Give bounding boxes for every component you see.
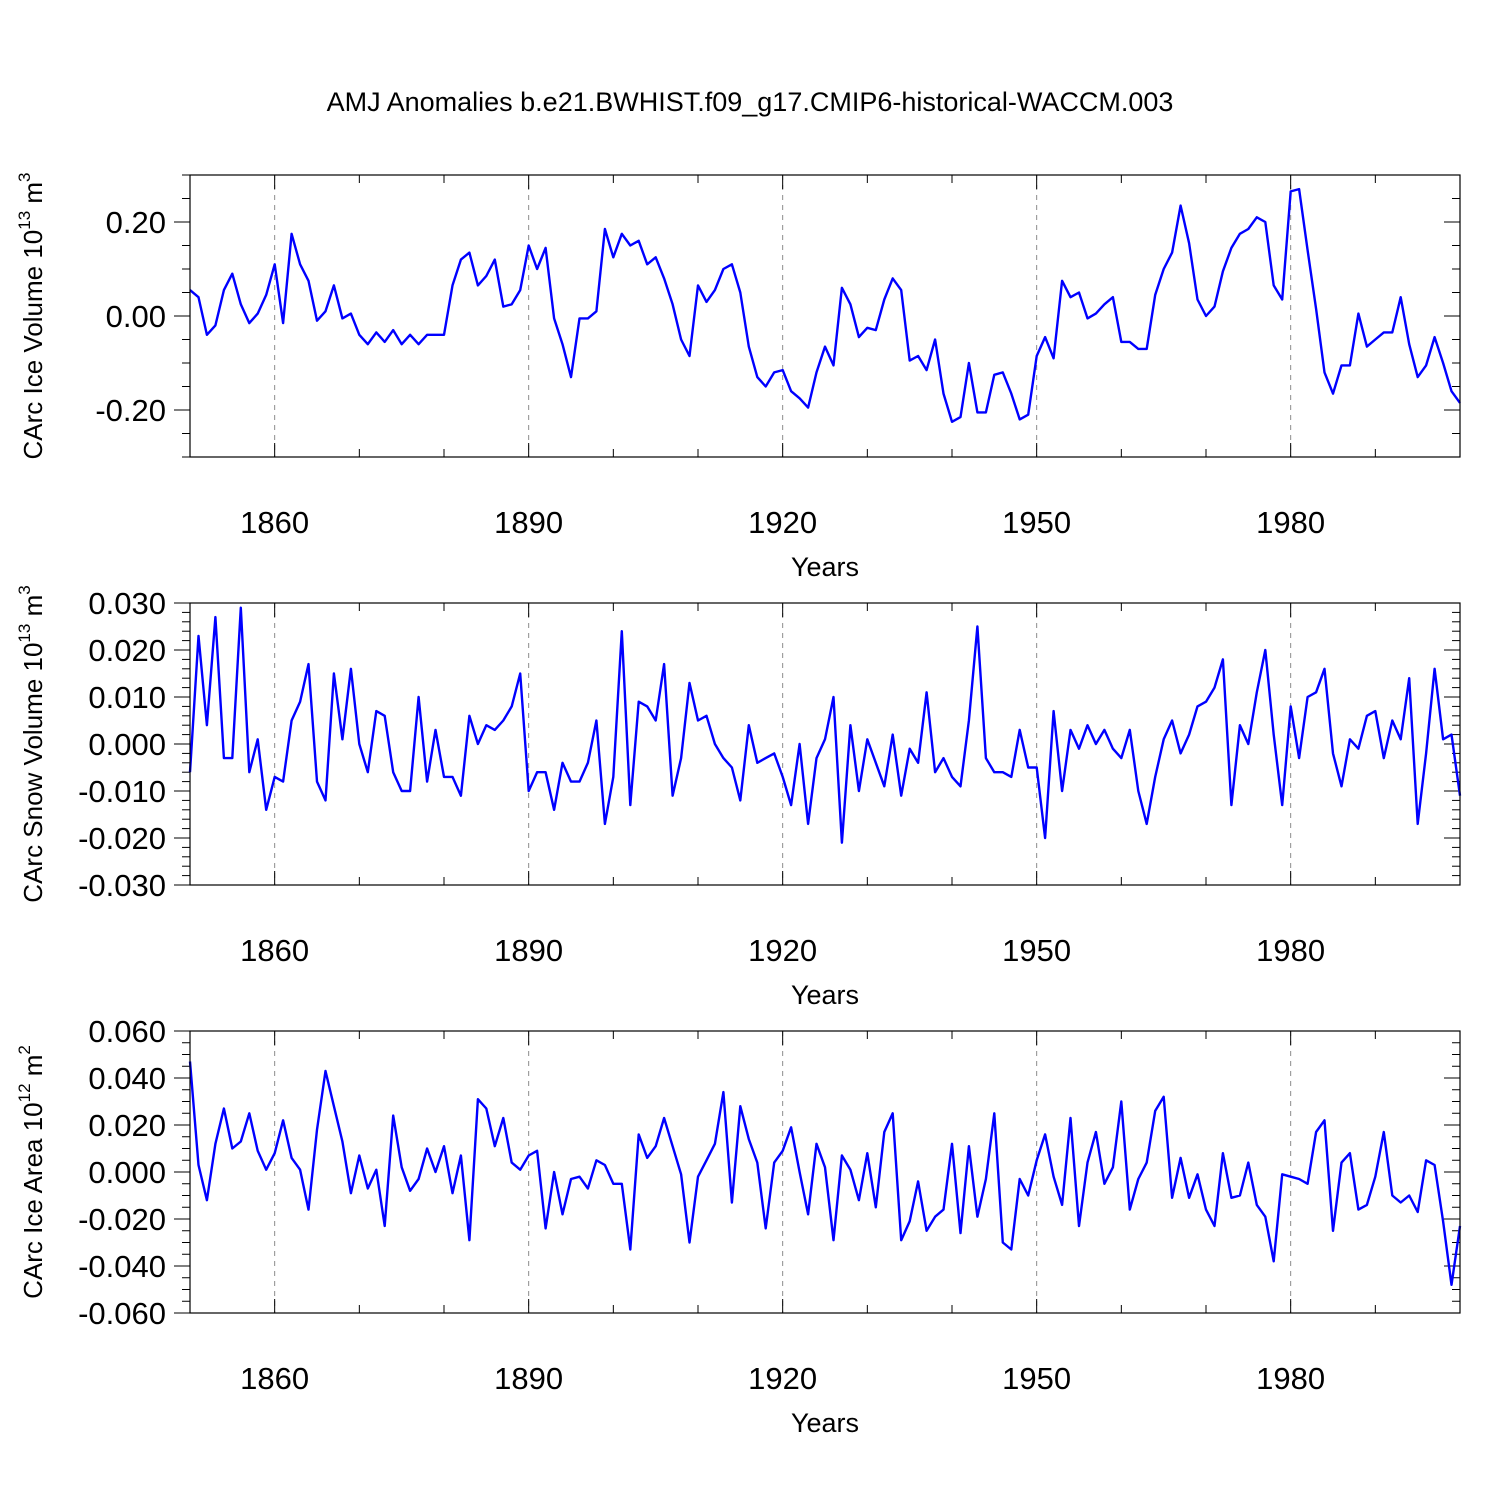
y-tick-label: 0.060 bbox=[88, 1014, 166, 1049]
y-tick-label: -0.020 bbox=[78, 1202, 166, 1237]
y-tick-label: 0.040 bbox=[88, 1061, 166, 1096]
x-tick-label: 1980 bbox=[1256, 1361, 1325, 1396]
x-tick-label: 1980 bbox=[1256, 505, 1325, 540]
y-axis-label: CArc Ice Volume 1013 m3 bbox=[15, 172, 48, 459]
y-tick-label: -0.060 bbox=[78, 1296, 166, 1331]
y-tick-label: 0.020 bbox=[88, 1108, 166, 1143]
x-tick-label: 1950 bbox=[1002, 1361, 1071, 1396]
x-tick-label: 1860 bbox=[240, 1361, 309, 1396]
y-tick-label: 0.020 bbox=[88, 633, 166, 668]
x-tick-label: 1860 bbox=[240, 505, 309, 540]
series-line bbox=[188, 606, 1462, 844]
x-tick-label: 1980 bbox=[1256, 933, 1325, 968]
y-tick-label: -0.040 bbox=[78, 1249, 166, 1284]
y-tick-label: -0.030 bbox=[78, 868, 166, 903]
y-tick-label: 0.010 bbox=[88, 680, 166, 715]
y-tick-label: -0.010 bbox=[78, 774, 166, 809]
y-tick-label: -0.20 bbox=[95, 393, 166, 428]
x-tick-label: 1920 bbox=[748, 505, 817, 540]
y-tick-label: 0.030 bbox=[88, 586, 166, 621]
plot-frame bbox=[189, 602, 1461, 886]
panel-snow-volume: -0.030 -0.020 -0.010 0.000 0.010 0.020 0.030 18… bbox=[15, 585, 1462, 1010]
x-axis-label: Years bbox=[791, 1408, 859, 1438]
y-axis-label: CArc Snow Volume 1013 m3 bbox=[15, 585, 48, 902]
y-tick-label: 0.20 bbox=[106, 205, 166, 240]
x-tick-label: 1920 bbox=[748, 1361, 817, 1396]
y-tick-label: 0.000 bbox=[88, 1155, 166, 1190]
y-tick-label: 0.000 bbox=[88, 727, 166, 762]
series-line bbox=[188, 1061, 1462, 1287]
x-tick-label: 1890 bbox=[494, 1361, 563, 1396]
plot-frame bbox=[189, 1030, 1461, 1314]
x-axis-label: Years bbox=[791, 980, 859, 1010]
x-axis-label: Years bbox=[791, 552, 859, 582]
x-tick-label: 1890 bbox=[494, 933, 563, 968]
y-axis-label: CArc Ice Area 1012 m2 bbox=[15, 1045, 48, 1299]
x-tick-label: 1950 bbox=[1002, 505, 1071, 540]
panel-ice-area: -0.060 -0.040 -0.020 0.000 0.020 0.040 0.060 18… bbox=[15, 1014, 1462, 1438]
y-tick-label: -0.020 bbox=[78, 821, 166, 856]
x-tick-label: 1920 bbox=[748, 933, 817, 968]
x-tick-label: 1890 bbox=[494, 505, 563, 540]
x-tick-label: 1950 bbox=[1002, 933, 1071, 968]
x-tick-label: 1860 bbox=[240, 933, 309, 968]
panel-ice-volume: -0.20 0.00 0.20 1860 1890 1920 1950 1980 Years CA… bbox=[15, 172, 1461, 582]
series-line bbox=[189, 187, 1461, 423]
y-tick-label: 0.00 bbox=[106, 299, 166, 334]
chart-title: AMJ Anomalies b.e21.BWHIST.f09_g17.CMIP6… bbox=[327, 87, 1174, 117]
plot-frame bbox=[189, 174, 1461, 458]
